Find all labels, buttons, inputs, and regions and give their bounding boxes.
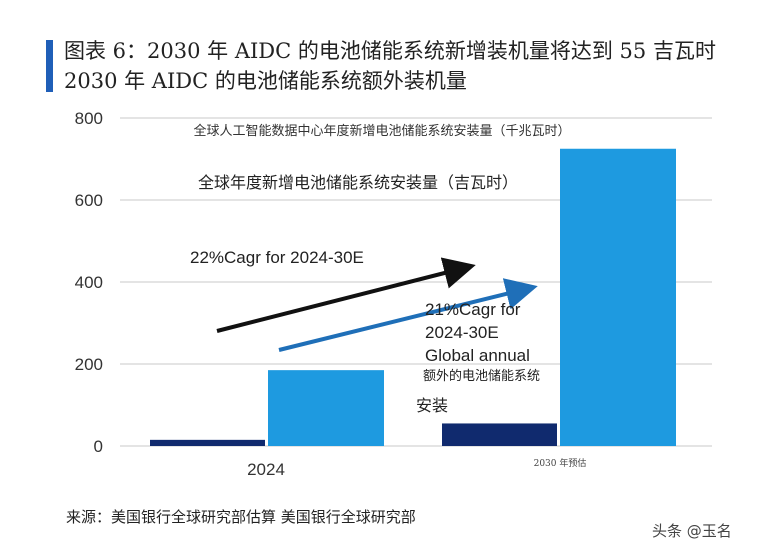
chart-title: 图表 6：2030 年 AIDC 的电池储能系统新增装机量将达到 55 吉瓦时 … <box>64 39 716 93</box>
bars <box>150 148 676 446</box>
bar <box>560 148 676 446</box>
x-tick-labels: 2024 2030 年预估 <box>247 457 586 479</box>
y-tick-label: 400 <box>75 273 103 292</box>
x-tick-label: 2024 <box>247 460 285 479</box>
bar <box>150 439 265 446</box>
bar <box>268 370 384 446</box>
y-tick-label: 600 <box>75 191 103 210</box>
annotation-cagr-blue-line: Global annual <box>425 346 530 365</box>
y-tick-label: 0 <box>94 437 103 456</box>
annotations: 全球人工智能数据中心年度新增电池储能系统安装量（千兆瓦时） 全球年度新增电池储能系… <box>190 123 571 415</box>
y-tick-labels: 0 200 400 600 800 <box>75 109 103 456</box>
arrow-black <box>216 257 476 333</box>
annotation-install-label: 安装 <box>416 396 448 415</box>
arrow-blue <box>278 278 538 352</box>
x-tick-label: 2030 年预估 <box>534 457 587 469</box>
annotation-top-label: 全球人工智能数据中心年度新增电池储能系统安装量（千兆瓦时） <box>193 123 570 139</box>
title-accent-bar <box>46 40 53 92</box>
annotation-cagr-blue-line: 2024-30E <box>425 323 499 342</box>
watermark-text: 头条 @玉名 <box>652 522 732 540</box>
annotation-mid-label: 全球年度新增电池储能系统安装量（吉瓦时） <box>198 173 518 192</box>
source-note: 来源：美国银行全球研究部估算 美国银行全球研究部 <box>66 508 416 526</box>
annotation-cagr-blue-line: 21%Cagr for <box>425 300 521 319</box>
annotation-cagr-black: 22%Cagr for 2024-30E <box>190 248 364 267</box>
bar <box>442 423 557 446</box>
y-tick-label: 800 <box>75 109 103 128</box>
y-tick-label: 200 <box>75 355 103 374</box>
annotation-extra-label: 额外的电池储能系统 <box>423 368 540 384</box>
